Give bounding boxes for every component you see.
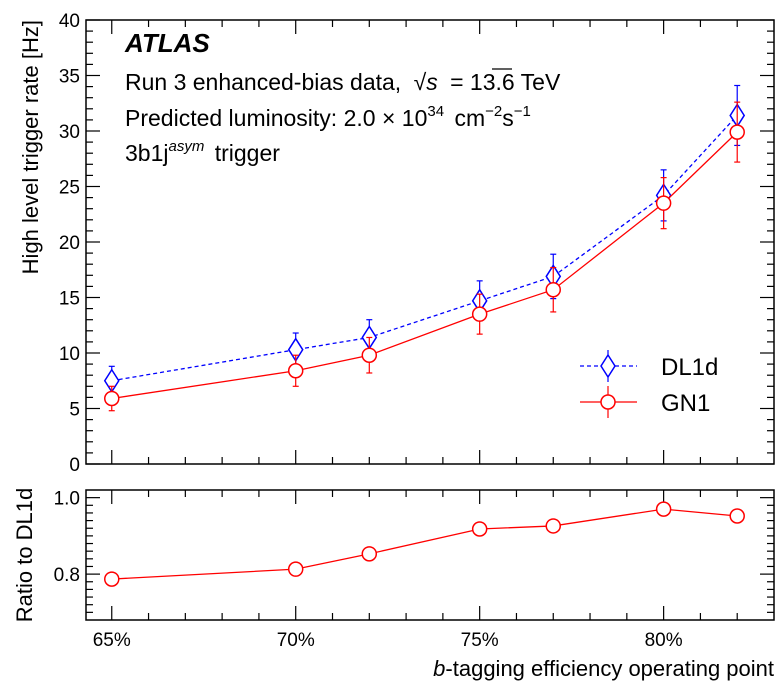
ratio-panel: 0.8 1.0 65% 70% 75% 80% Ratio to DL1d bbox=[12, 488, 775, 651]
ratio-point bbox=[729, 508, 745, 524]
ratio-point bbox=[545, 518, 562, 534]
ratio-y-axis-title: Ratio to DL1d bbox=[12, 488, 37, 623]
main-y-tick-label: 0 bbox=[69, 455, 80, 476]
main-y-tick-label: 25 bbox=[59, 178, 80, 199]
data-point-gn1 bbox=[655, 195, 672, 211]
ratio-y-tick-label: 0.8 bbox=[54, 565, 80, 586]
main-y-tick-label: 20 bbox=[59, 233, 80, 254]
data-point-gn1 bbox=[104, 390, 120, 407]
data-point-gn1 bbox=[729, 124, 745, 140]
ratio-point bbox=[287, 561, 304, 577]
main-panel: 0 5 10 15 20 25 30 35 40 High level trigger rate… bbox=[18, 11, 775, 476]
legend-entry-dl1d: DL1d bbox=[580, 350, 718, 382]
main-x-ticks bbox=[111, 20, 738, 464]
x-tick-label: 65% bbox=[93, 630, 131, 651]
main-y-tick-label: 35 bbox=[59, 67, 80, 88]
main-y-tick-label: 40 bbox=[59, 11, 80, 32]
atlas-label: ATLAS bbox=[124, 28, 210, 58]
legend-label-gn1: GN1 bbox=[661, 390, 710, 417]
ratio-point bbox=[655, 501, 672, 517]
ratio-point bbox=[104, 571, 120, 587]
legend-marker-gn1 bbox=[600, 394, 616, 410]
ratio-plot-frame bbox=[85, 489, 775, 621]
main-y-tick-label: 10 bbox=[59, 344, 80, 365]
main-y-tick-label: 30 bbox=[59, 122, 80, 143]
ratio-point bbox=[361, 546, 378, 562]
ratio-series bbox=[104, 501, 745, 587]
ratio-y-tick-label: 1.0 bbox=[54, 489, 80, 510]
data-point-gn1 bbox=[471, 306, 488, 322]
data-point-gn1 bbox=[545, 281, 562, 298]
series-line-gn1 bbox=[111, 131, 738, 400]
data-point-gn1 bbox=[361, 347, 378, 363]
legend-entry-gn1: GN1 bbox=[580, 386, 710, 418]
x-axis-title: b-tagging efficiency operating point bbox=[433, 656, 774, 681]
annotation-line-2: Predicted luminosity: 2.0 × 1034 cm−2s−1 bbox=[125, 95, 531, 131]
main-y-ticks: 0 5 10 15 20 25 30 35 40 bbox=[59, 11, 774, 476]
legend-marker-dl1d bbox=[600, 353, 616, 379]
ratio-x-ticks: 65% 70% 75% 80% bbox=[93, 490, 738, 651]
main-y-tick-label: 5 bbox=[69, 400, 80, 421]
data-point-gn1 bbox=[287, 363, 304, 379]
x-tick-label: 75% bbox=[461, 630, 499, 651]
x-tick-label: 80% bbox=[645, 630, 683, 651]
annotation-line-3: 3b1jasym trigger bbox=[125, 130, 280, 166]
main-y-axis-title: High level trigger rate [Hz] bbox=[18, 20, 43, 274]
ratio-line bbox=[111, 508, 738, 580]
x-tick-label: 70% bbox=[277, 630, 315, 651]
main-y-tick-label: 15 bbox=[59, 289, 80, 310]
legend-label-dl1d: DL1d bbox=[661, 354, 718, 381]
annotation-line-1: Run 3 enhanced-bias data, √s = 13.6 TeV bbox=[125, 69, 561, 95]
ratio-point bbox=[471, 521, 488, 537]
legend: DL1d GN1 bbox=[580, 350, 718, 418]
ratio-y-ticks: 0.8 1.0 bbox=[54, 489, 774, 613]
main-series bbox=[103, 84, 746, 412]
